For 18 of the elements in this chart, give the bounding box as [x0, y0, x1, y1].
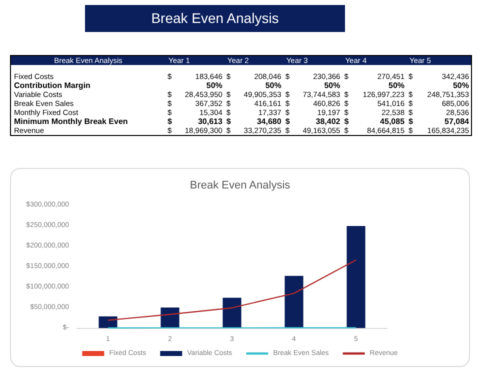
text: $ 38,402 [285, 117, 340, 126]
bar [346, 226, 366, 328]
text: 50% [324, 81, 340, 90]
bar [284, 276, 304, 328]
text: $ 57,084 [408, 117, 469, 126]
text: 50% [265, 81, 282, 90]
category-label: Contribution Margin [14, 81, 90, 90]
text: 50% [206, 81, 222, 90]
text: $ 34,680 [226, 117, 282, 126]
chart-title: Break Even Analysis [190, 180, 291, 192]
text: $ 45,085 [344, 117, 405, 126]
text: $ 30,613 [168, 117, 222, 126]
line-series [107, 259, 357, 321]
bar [222, 298, 242, 328]
text: 50% [452, 81, 469, 90]
text: 50% [388, 81, 405, 90]
text: Break Even Analysis [85, 5, 345, 32]
category-label: Minimum Monthly Break Even [14, 117, 128, 126]
